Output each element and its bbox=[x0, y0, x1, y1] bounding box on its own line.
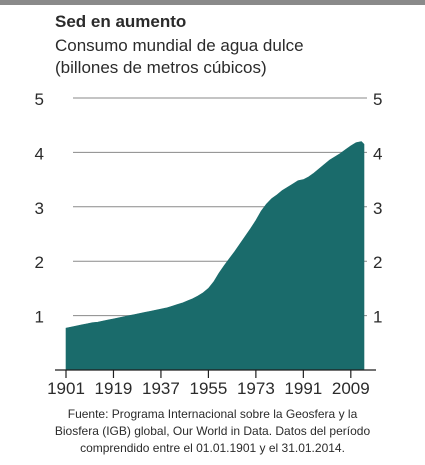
source-line-3: comprendido entre el 01.01.1901 y el 31.… bbox=[80, 441, 345, 455]
subtitle-line-2: (billones de metros cúbicos) bbox=[55, 58, 267, 77]
area-layer bbox=[65, 141, 365, 371]
x-tick-label: 1955 bbox=[189, 379, 227, 398]
y-tick-label-right: 2 bbox=[373, 253, 382, 272]
source-line-2: Biosfera (IGB) global, Our World in Data… bbox=[54, 424, 371, 438]
x-tick-label: 1973 bbox=[237, 379, 275, 398]
y-tick-label-right: 4 bbox=[373, 144, 382, 163]
label-layer: 1 1 2 2 3 3 4 4 5 5 1901 1919 1937 1955 1973 1991 2009 bbox=[35, 90, 383, 398]
top-rule bbox=[0, 0, 425, 5]
subtitle-line-1: Consumo mundial de agua dulce bbox=[55, 36, 304, 55]
y-tick-label-left: 4 bbox=[35, 144, 44, 163]
x-tick-label: 2009 bbox=[332, 379, 370, 398]
x-tick-label: 1937 bbox=[142, 379, 180, 398]
chart-title: Sed en aumento bbox=[55, 12, 187, 31]
x-tick-label: 1991 bbox=[284, 379, 322, 398]
chart-area: 1 1 2 2 3 3 4 4 5 5 1901 1919 1937 1955 1973 1991 2009 bbox=[35, 90, 383, 398]
x-tick-label: 1901 bbox=[47, 379, 85, 398]
y-tick-label-left: 5 bbox=[35, 90, 44, 109]
y-tick-label-right: 3 bbox=[373, 199, 382, 218]
x-tick-label: 1919 bbox=[95, 379, 133, 398]
y-tick-label-left: 2 bbox=[35, 253, 44, 272]
y-tick-label-right: 1 bbox=[373, 308, 382, 327]
y-tick-label-left: 1 bbox=[35, 308, 44, 327]
source-note: Fuente: Programa Internacional sobre la … bbox=[8, 406, 417, 457]
chart-subtitle: Consumo mundial de agua dulce (billones … bbox=[55, 35, 304, 79]
area-series-0 bbox=[65, 141, 365, 371]
y-tick-label-right: 5 bbox=[373, 90, 382, 109]
axis-layer bbox=[55, 369, 376, 378]
y-tick-label-left: 3 bbox=[35, 199, 44, 218]
source-line-1: Fuente: Programa Internacional sobre la … bbox=[67, 407, 358, 421]
